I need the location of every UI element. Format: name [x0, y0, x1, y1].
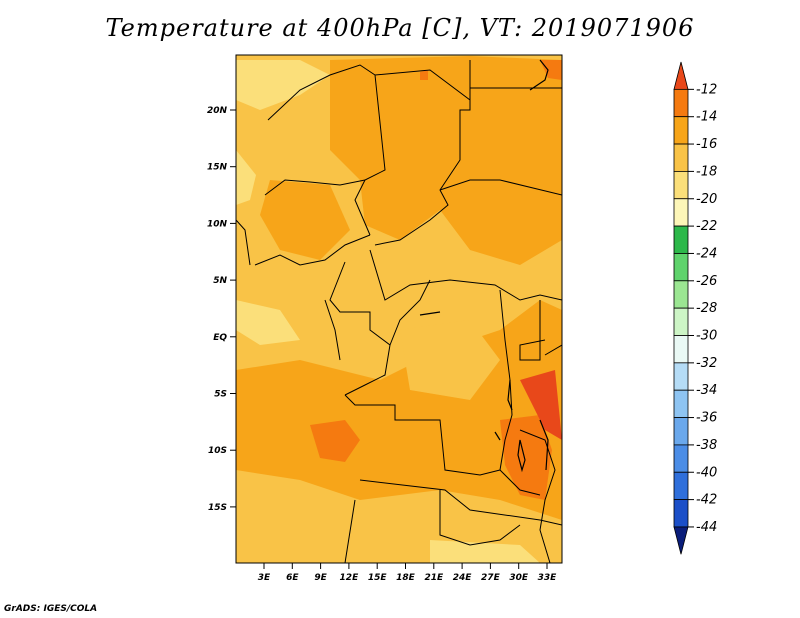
hot-region-angola-west [310, 420, 360, 462]
lon-label: 3E [258, 573, 271, 583]
colorbar-segment [673, 417, 689, 446]
lon-label: 24E [453, 573, 473, 583]
colorbar-segment [673, 88, 689, 118]
hot-region-northeast [540, 60, 562, 80]
lat-label: 10N [207, 219, 228, 229]
hot-region-east [500, 415, 552, 500]
colorbar-label: -18 [696, 164, 717, 179]
colorbar-label: -22 [696, 219, 717, 234]
colorbar-label: -40 [696, 465, 717, 480]
colorbar-segment [673, 307, 689, 336]
lon-label: 33E [538, 573, 558, 583]
colorbar-segment [673, 170, 689, 200]
warm-region-north [330, 56, 562, 265]
colorbar-label: -34 [696, 383, 717, 398]
mild-region-center [400, 320, 500, 400]
lon-label: 27E [481, 573, 501, 583]
lat-label: 15S [208, 503, 227, 513]
cool-region-west-coast [236, 150, 256, 205]
colorbar-segment [673, 253, 689, 282]
colorbar-segment [673, 280, 689, 309]
colorbar-label: -26 [696, 274, 717, 289]
colorbar-segment [673, 362, 689, 391]
hottest-region-east [520, 370, 562, 440]
colorbar-segment [673, 444, 689, 473]
colorbar-segment [673, 526, 689, 555]
lon-label: 18E [396, 573, 416, 583]
lat-label: 5N [213, 276, 227, 286]
lat-label: 5S [214, 390, 227, 400]
map-title: Temperature at 400hPa [C], VT: 201907190… [105, 14, 695, 42]
grads-credit: GrADS: IGES/COLA [4, 604, 98, 614]
colorbar-label: -16 [696, 137, 717, 152]
colorbar-label: -36 [696, 411, 717, 426]
lat-label: 15N [207, 163, 228, 173]
lat-label: 10S [208, 446, 227, 456]
lon-label: 9E [314, 573, 327, 583]
warm-region-west [260, 180, 350, 260]
map-frame [235, 54, 563, 564]
lon-label: 6E [286, 573, 299, 583]
hot-spot-north [420, 70, 428, 80]
colorbar-label: -24 [696, 246, 717, 261]
longitude-axis: 3E 6E 9E 12E 15E 18E 21E 24E 27E 30E 33E [258, 563, 557, 583]
lakes [419, 59, 549, 473]
colorbar-segment [673, 471, 689, 501]
cool-region-south [430, 540, 540, 563]
lon-label: 30E [509, 573, 529, 583]
colorbar-segment [673, 116, 689, 145]
lat-label: 20N [207, 106, 228, 116]
colorbar-label: -28 [696, 301, 717, 316]
colorbar-label: -38 [696, 438, 717, 453]
cool-region-gulf [236, 300, 300, 345]
lat-label: EQ [213, 333, 227, 343]
cool-region-northwest [236, 60, 330, 110]
colorbar: -12 -14 -16 -18 -20 -22 -24 -26 -28 -30 -32 -34 -36 -… [673, 61, 717, 555]
colorbar-label: -14 [696, 110, 717, 125]
colorbar-segment [673, 499, 689, 528]
lon-label: 15E [368, 573, 388, 583]
colorbar-segment [673, 143, 689, 172]
lon-label: 21E [424, 573, 444, 583]
map-panel: 20N 15N 10N 5N EQ 5S 10S 15S 3E 6E 9E 12E 15E 18E 21E… [207, 54, 563, 583]
colorbar-segment [673, 198, 689, 227]
colorbar-label: -44 [696, 520, 717, 535]
colorbar-segment [673, 335, 689, 364]
latitude-axis: 20N 15N 10N 5N EQ 5S 10S 15S [207, 106, 236, 513]
colorbar-label: -30 [696, 329, 717, 344]
country-borders [236, 60, 562, 563]
colorbar-label: -12 [696, 82, 717, 97]
colorbar-segment [673, 61, 689, 90]
colorbar-label: -42 [696, 493, 717, 508]
lon-label: 12E [340, 573, 360, 583]
colorbar-segment [673, 389, 689, 418]
colorbar-label: -32 [696, 356, 717, 371]
colorbar-label: -20 [696, 192, 717, 207]
colorbar-segment [673, 225, 689, 254]
